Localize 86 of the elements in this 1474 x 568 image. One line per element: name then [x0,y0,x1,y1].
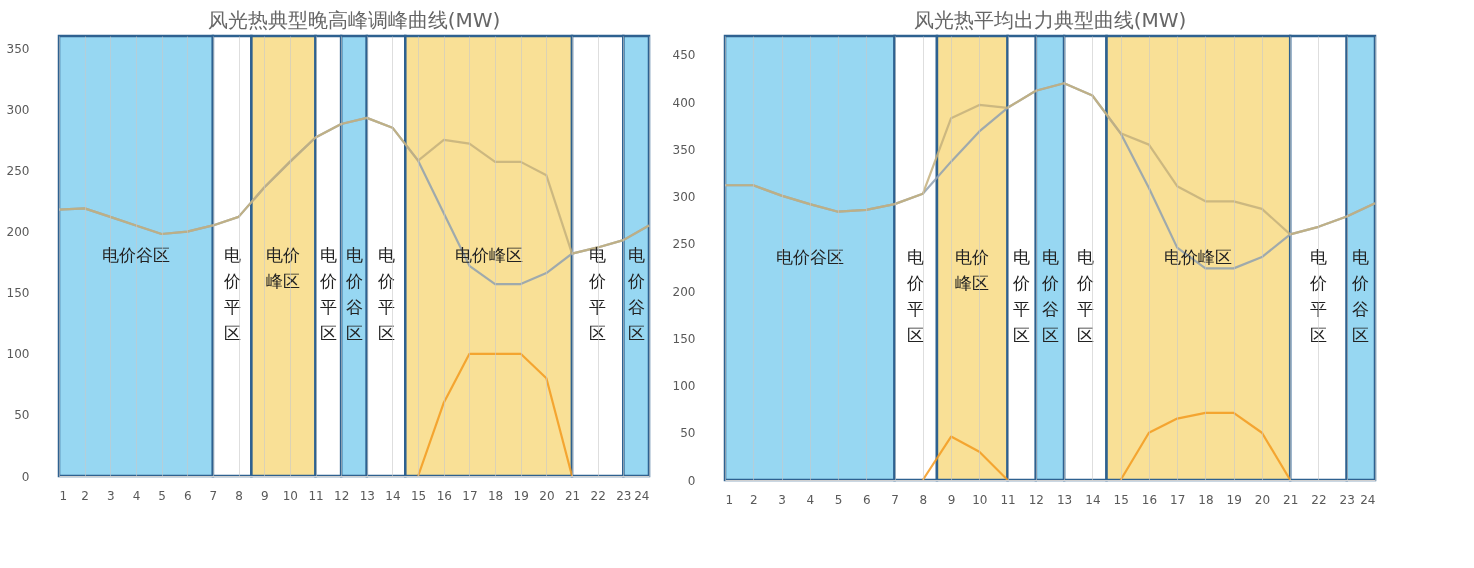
band-label: 电价平区 [376,245,395,343]
x-tick-label: 17 [462,488,478,503]
x-tick-label: 12 [1028,492,1045,507]
x-tick-label: 17 [1170,492,1186,507]
x-tick-label: 10 [282,488,299,503]
x-tick-label: 24 [1360,492,1376,507]
band-label: 电价谷区 [626,245,645,343]
y-tick-label: 200 [672,284,696,299]
band-label: 电价峰区 [1164,247,1233,267]
x-tick-label: 1 [725,492,734,507]
y-tick-label: 450 [672,48,696,63]
x-tick-label: 18 [1198,492,1214,507]
x-tick-label: 15 [410,488,427,503]
x-tick-label: 19 [1226,492,1242,507]
x-tick-label: 7 [891,492,899,507]
y-tick-label: 150 [672,331,696,346]
chart-title: 风光热典型晚高峰调峰曲线(MW) [207,7,501,32]
y-tick-label: 400 [672,95,696,110]
band-label: 电价平区 [1075,247,1094,345]
x-tick-label: 20 [539,488,555,503]
x-tick-label: 19 [513,488,529,503]
band-label: 电价平区 [1308,247,1327,345]
band-label: 电价峰区 [266,245,301,291]
chart-title: 风光热平均出力典型曲线(MW) [913,7,1187,32]
y-tick-label: 350 [6,41,30,56]
x-tick-label: 11 [308,488,324,503]
band-label: 电价谷区 [1351,247,1370,345]
band-label: 电价谷区 [101,245,170,265]
y-tick-label: 0 [21,469,30,484]
x-tick-label: 20 [1254,492,1271,507]
x-tick-label: 18 [487,488,504,503]
y-tick-label: 300 [672,190,696,205]
x-tick-label: 14 [385,488,401,503]
x-tick-label: 6 [183,488,192,503]
band-label: 电价平区 [906,247,925,345]
x-tick-label: 2 [81,488,89,503]
x-tick-label: 2 [749,492,758,507]
y-tick-label: 250 [6,163,30,178]
y-tick-label: 300 [6,102,30,117]
y-tick-label: 50 [680,426,696,441]
x-tick-label: 4 [806,492,815,507]
band-label: 电价谷区 [344,245,363,343]
band-label: 电价峰区 [454,245,523,265]
y-tick-label: 0 [687,473,696,488]
x-tick-label: 24 [634,488,650,503]
x-tick-label: 1 [59,488,68,503]
band-label: 电价平区 [588,245,607,343]
x-tick-label: 21 [1283,492,1299,507]
x-tick-label: 3 [778,492,786,507]
x-tick-label: 8 [919,492,928,507]
x-tick-label: 5 [158,488,166,503]
y-tick-label: 350 [672,142,696,157]
x-tick-label: 23 [1339,492,1355,507]
band-label: 电价谷区 [775,247,844,267]
band-label: 电价峰区 [955,247,990,293]
band-label: 电价平区 [1012,247,1031,345]
x-tick-label: 13 [359,488,375,503]
x-tick-label: 10 [972,492,988,507]
x-tick-label: 14 [1085,492,1101,507]
x-tick-label: 3 [106,488,115,503]
x-tick-label: 15 [1113,492,1129,507]
x-tick-label: 7 [209,488,218,503]
x-tick-label: 22 [1311,492,1327,507]
x-tick-label: 23 [616,488,632,503]
x-tick-label: 21 [564,488,581,503]
x-tick-label: 8 [235,488,243,503]
x-tick-label: 22 [590,488,606,503]
x-tick-label: 9 [260,488,269,503]
band-label: 电价平区 [222,245,241,343]
y-tick-label: 100 [6,347,30,362]
x-tick-label: 13 [1056,492,1073,507]
x-tick-label: 9 [947,492,956,507]
y-tick-label: 50 [14,408,30,423]
y-tick-label: 250 [672,237,696,252]
x-tick-label: 4 [132,488,141,503]
y-tick-label: 150 [6,286,30,301]
band-label: 电价谷区 [1040,247,1059,345]
y-tick-label: 100 [672,379,696,394]
y-tick-label: 200 [6,225,30,240]
x-tick-label: 6 [862,492,871,507]
x-tick-label: 12 [334,488,350,503]
x-tick-label: 16 [436,488,452,503]
x-tick-label: 11 [1000,492,1016,507]
x-tick-label: 16 [1141,492,1158,507]
x-tick-label: 5 [834,492,843,507]
band-label: 电价平区 [318,245,337,343]
